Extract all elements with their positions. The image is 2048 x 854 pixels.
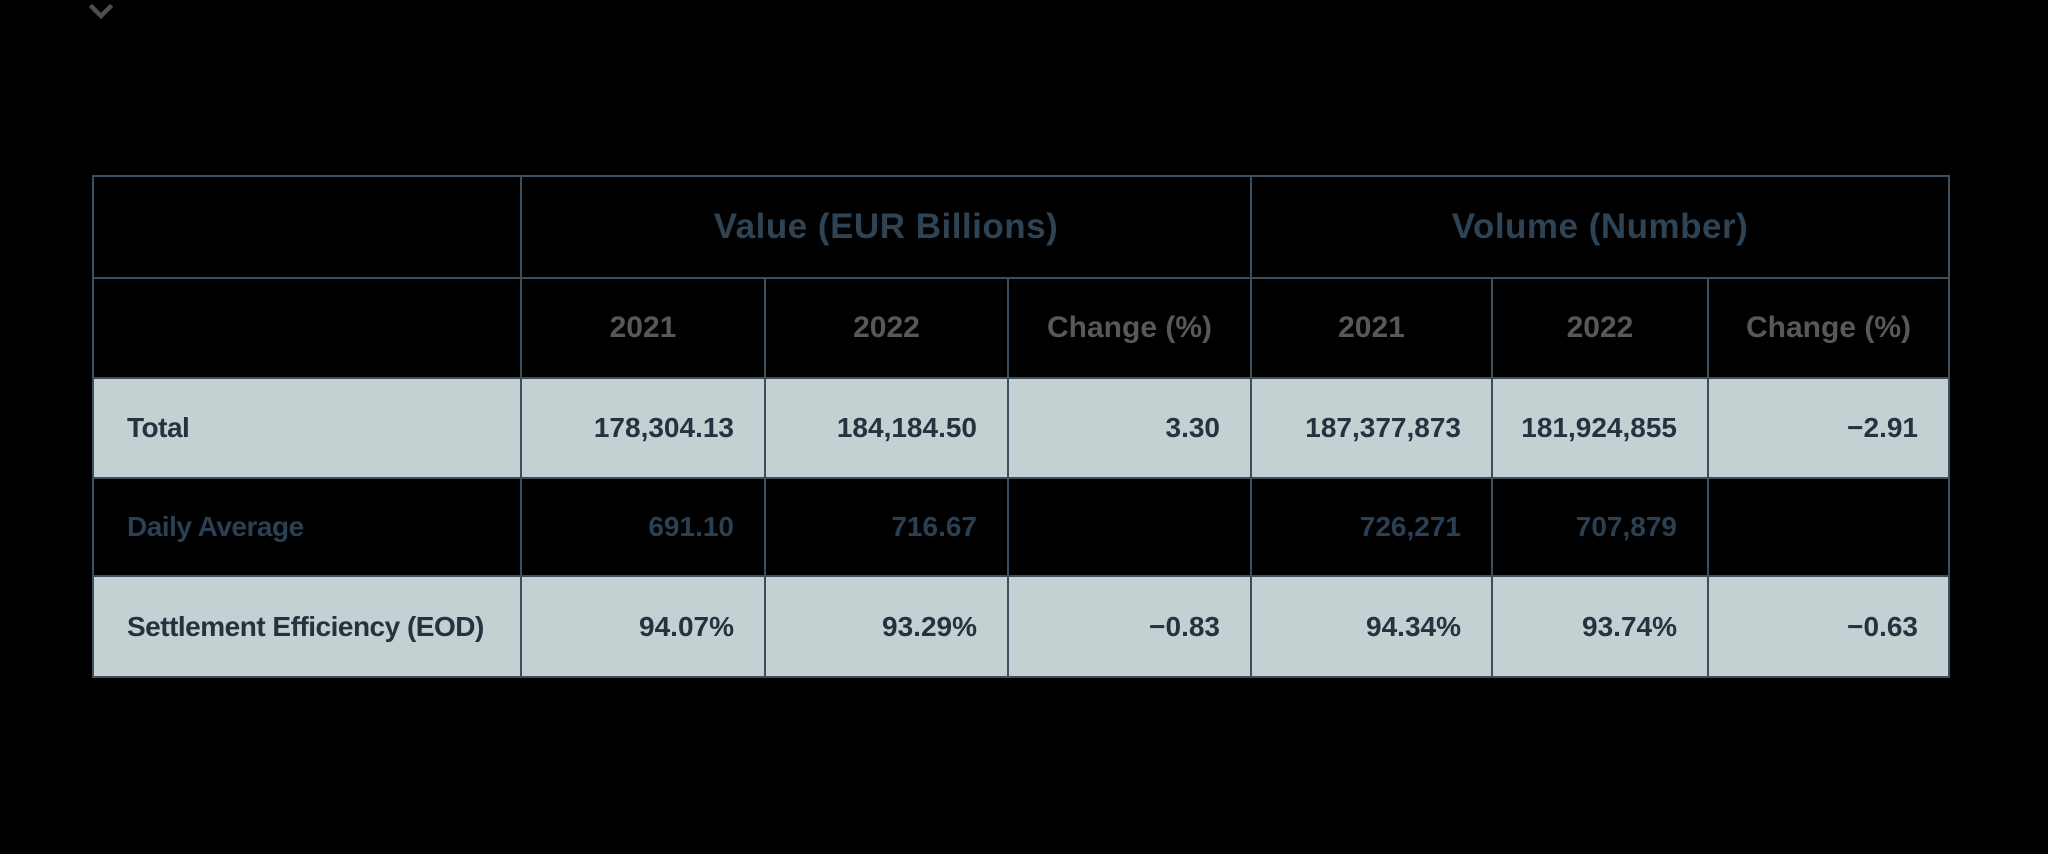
row-label: Daily Average [92, 477, 522, 577]
header-spacer [92, 175, 522, 279]
column-header-row: 2021 2022 Change (%) 2021 2022 Change (%… [92, 277, 1950, 379]
group-header-value: Value (EUR Billions) [520, 175, 1252, 279]
chevron-down-icon[interactable] [87, 0, 115, 24]
settlement-statistics-table: Value (EUR Billions) Volume (Number) 202… [92, 175, 1950, 678]
table-cell [1707, 477, 1950, 577]
table-cell: 3.30 [1007, 377, 1252, 479]
table-cell: 184,184.50 [764, 377, 1009, 479]
group-header-row: Value (EUR Billions) Volume (Number) [92, 175, 1950, 279]
table-cell: 187,377,873 [1250, 377, 1493, 479]
column-header-value-2022: 2022 [764, 277, 1009, 379]
table-row-settlement-efficiency: Settlement Efficiency (EOD) 94.07% 93.29… [92, 575, 1950, 678]
table-cell [1007, 477, 1252, 577]
table-cell: 93.29% [764, 575, 1009, 678]
table-row-daily-average: Daily Average 691.10 716.67 726,271 707,… [92, 477, 1950, 577]
table-cell: 707,879 [1491, 477, 1709, 577]
table-cell: 94.34% [1250, 575, 1493, 678]
column-header-volume-2021: 2021 [1250, 277, 1493, 379]
table-cell: −2.91 [1707, 377, 1950, 479]
group-header-volume: Volume (Number) [1250, 175, 1950, 279]
row-label: Total [92, 377, 522, 479]
table-cell: 178,304.13 [520, 377, 766, 479]
table-row-total: Total 178,304.13 184,184.50 3.30 187,377… [92, 377, 1950, 479]
table-cell: 726,271 [1250, 477, 1493, 577]
table-cell: 691.10 [520, 477, 766, 577]
column-header-volume-2022: 2022 [1491, 277, 1709, 379]
table-cell: −0.63 [1707, 575, 1950, 678]
row-label: Settlement Efficiency (EOD) [92, 575, 522, 678]
table-cell: 94.07% [520, 575, 766, 678]
table-cell: 181,924,855 [1491, 377, 1709, 479]
table-cell: 93.74% [1491, 575, 1709, 678]
column-header-volume-change: Change (%) [1707, 277, 1950, 379]
table-cell: −0.83 [1007, 575, 1252, 678]
column-header-value-2021: 2021 [520, 277, 766, 379]
table-cell: 716.67 [764, 477, 1009, 577]
header-spacer [92, 277, 522, 379]
column-header-value-change: Change (%) [1007, 277, 1252, 379]
